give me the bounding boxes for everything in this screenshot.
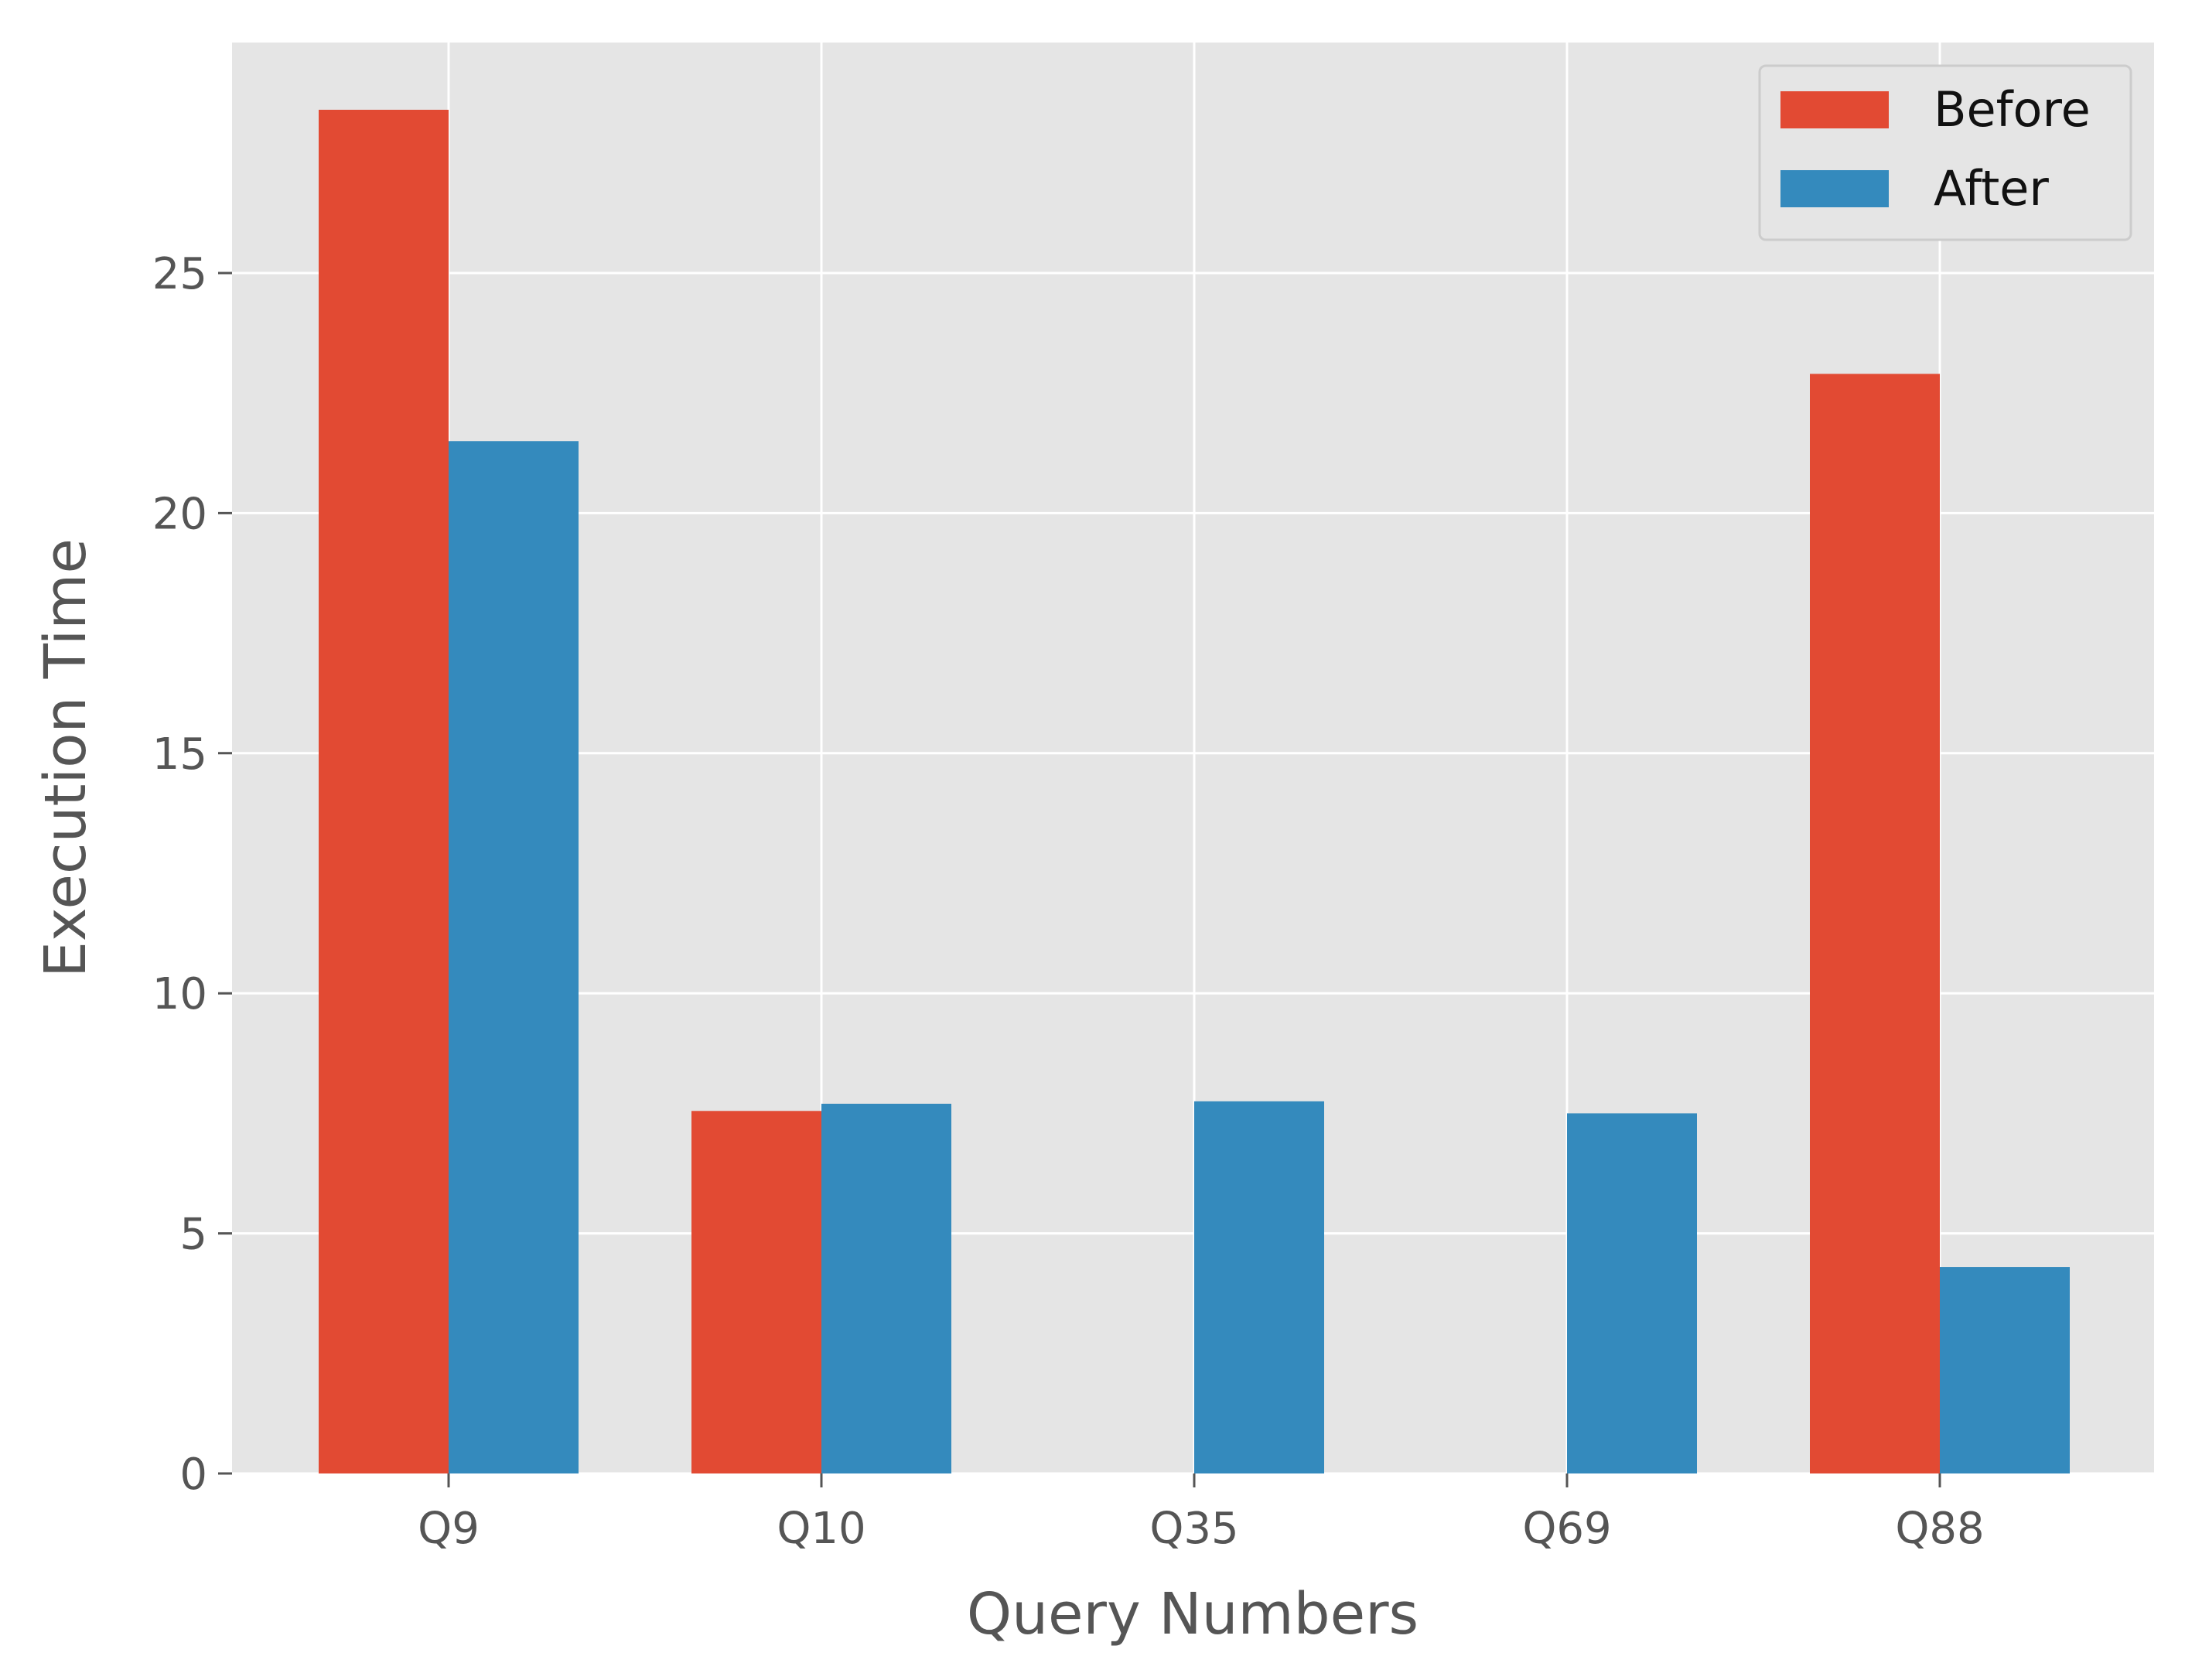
- legend: Before After: [1758, 64, 2132, 241]
- legend-swatch-before: [1780, 91, 1889, 128]
- y-tick-label: 5: [179, 1210, 207, 1260]
- y-axis: 0 5 10 15 20 25: [152, 249, 232, 1500]
- x-tick-label-q9: Q9: [418, 1504, 480, 1554]
- legend-swatch-after: [1780, 170, 1889, 207]
- bar-after-q88: [1940, 1267, 2070, 1473]
- x-tick-label-q35: Q35: [1149, 1504, 1238, 1554]
- legend-label-after: After: [1934, 160, 2049, 217]
- bar-after-q9: [449, 441, 579, 1473]
- y-tick-label: 25: [152, 249, 207, 299]
- bar-after-q69: [1567, 1113, 1697, 1473]
- bar-before-q88: [1810, 374, 1940, 1473]
- y-tick-label: 10: [152, 969, 207, 1019]
- legend-label-before: Before: [1934, 81, 2091, 138]
- bar-after-q10: [821, 1103, 951, 1473]
- x-axis: Q9 Q10 Q35 Q69 Q88: [418, 1473, 1985, 1554]
- bar-before-q9: [319, 109, 449, 1474]
- bar-before-q10: [691, 1111, 821, 1473]
- y-axis-label: Execution Time: [32, 538, 99, 978]
- y-tick-label: 15: [152, 729, 207, 780]
- bar-after-q35: [1194, 1101, 1324, 1473]
- x-tick-label-q69: Q69: [1522, 1504, 1611, 1554]
- x-axis-label: Query Numbers: [967, 1581, 1419, 1648]
- x-tick-label-q88: Q88: [1895, 1504, 1984, 1554]
- y-tick-label: 20: [152, 489, 207, 539]
- bars: [319, 109, 2070, 1474]
- x-tick-label-q10: Q10: [777, 1504, 865, 1554]
- y-tick-label: 0: [179, 1450, 207, 1500]
